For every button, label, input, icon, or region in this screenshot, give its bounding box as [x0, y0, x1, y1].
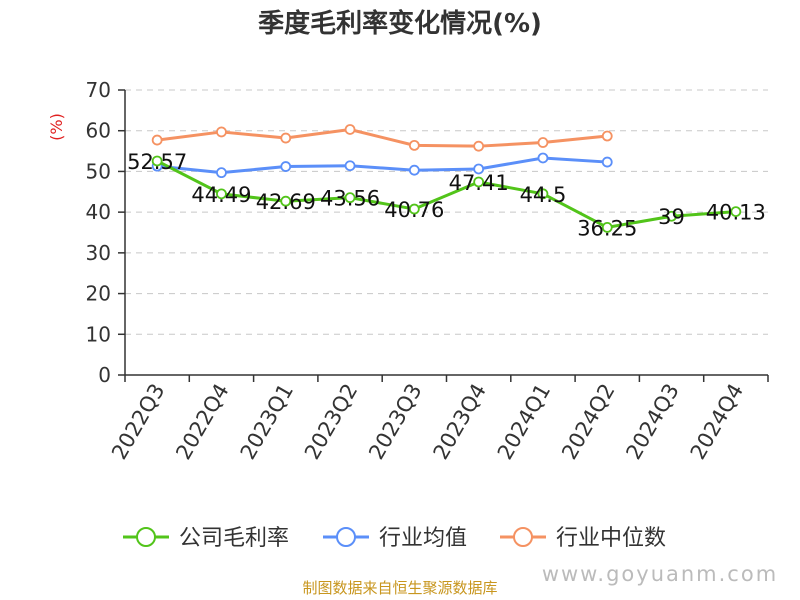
- y-axis-label: (%): [47, 113, 66, 141]
- data-point-1: [473, 163, 485, 175]
- x-tick-label: 2023Q1: [236, 380, 298, 464]
- series-layer: [151, 124, 742, 233]
- x-axis: 2022Q3 2022Q4 2023Q1 2023Q2 2023Q3 2023Q4 2024…: [107, 374, 769, 464]
- data-label: 42.69: [256, 190, 316, 214]
- y-tick-label: 20: [86, 282, 111, 306]
- y-axis: 0 10 20 30 40 50 60 70: [86, 78, 126, 387]
- data-point-0: [151, 155, 163, 167]
- x-tick-label: 2022Q4: [171, 380, 233, 464]
- x-tick-label: 2023Q3: [364, 380, 426, 464]
- data-point-1: [408, 164, 420, 176]
- data-point-0: [601, 222, 613, 233]
- x-tick-label: 2024Q2: [557, 380, 619, 464]
- data-point-0: [216, 188, 227, 200]
- data-label: 43.56: [320, 187, 380, 211]
- y-tick-label: 70: [86, 78, 111, 102]
- data-point-1: [216, 167, 227, 179]
- x-tick-label: 2024Q3: [621, 380, 683, 464]
- data-point-0: [473, 176, 485, 188]
- data-label: 40.76: [384, 198, 444, 222]
- y-tick-label: 50: [86, 159, 111, 183]
- data-label: 40.13: [706, 201, 766, 225]
- data-point-2: [473, 140, 485, 152]
- y-tick-label: 0: [98, 363, 111, 387]
- data-point-0: [730, 206, 742, 218]
- legend-swatch-marker: [513, 527, 533, 547]
- data-label: 52.57: [127, 150, 187, 174]
- data-point-2: [216, 126, 227, 138]
- data-point-2: [537, 137, 549, 148]
- data-point-2: [344, 124, 356, 135]
- data-point-2: [280, 132, 292, 144]
- chart-title: 季度毛利率变化情况(%): [258, 8, 542, 39]
- data-point-0: [666, 210, 677, 222]
- y-tick-label: 40: [86, 200, 111, 224]
- data-point-2: [151, 134, 163, 146]
- legend-swatch-marker: [136, 527, 156, 547]
- series-line-1: [156, 156, 608, 175]
- data-label: 36.25: [577, 216, 637, 240]
- data-label: 44.5: [520, 183, 567, 207]
- data-point-0: [408, 203, 420, 215]
- x-tick-label: 2022Q3: [107, 380, 169, 464]
- data-point-1: [601, 156, 613, 168]
- legend-label: 行业均值: [379, 526, 467, 551]
- series-line-2: [156, 127, 608, 148]
- x-tick-label: 2023Q4: [429, 380, 491, 464]
- data-point-2: [408, 139, 420, 151]
- legend-label: 行业中位数: [556, 526, 666, 551]
- data-point-1: [280, 161, 292, 172]
- data-point-0: [344, 192, 356, 204]
- x-tick-label: 2024Q1: [493, 380, 555, 464]
- data-point-0: [537, 188, 549, 200]
- legend-swatch-marker: [336, 527, 356, 547]
- x-tick-label: 2023Q2: [300, 380, 362, 464]
- data-label: 39: [658, 205, 685, 229]
- data-label: 47.41: [449, 171, 509, 195]
- source-note: 制图数据来自恒生聚源数据库: [302, 579, 497, 597]
- y-tick-label: 10: [86, 322, 111, 346]
- data-point-2: [601, 130, 613, 142]
- y-tick-label: 60: [86, 119, 111, 143]
- data-point-1: [344, 160, 356, 172]
- watermark: www.goyuanm.com: [542, 562, 778, 586]
- grid-lines: [125, 89, 768, 335]
- legend-label: 公司毛利率: [179, 526, 289, 551]
- data-label: 44.49: [191, 183, 251, 207]
- data-point-0: [280, 195, 292, 207]
- y-tick-label: 30: [86, 241, 111, 265]
- x-tick-label: 2024Q4: [686, 380, 748, 464]
- data-point-1: [537, 152, 549, 164]
- legend: 公司毛利率 行业均值 行业中位数: [123, 526, 666, 551]
- series-line-0: [156, 159, 736, 229]
